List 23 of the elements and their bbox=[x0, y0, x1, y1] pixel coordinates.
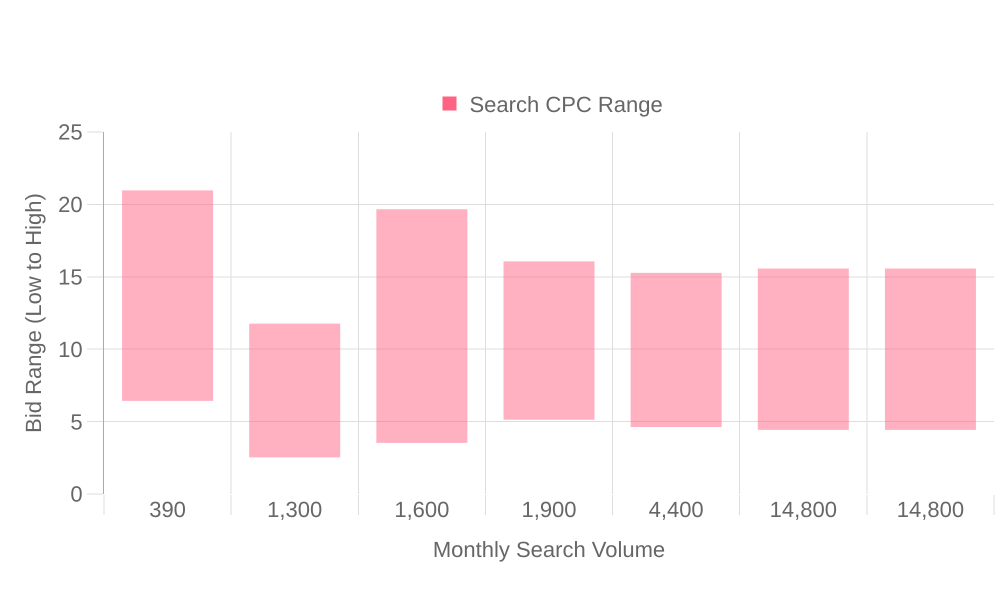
bar bbox=[758, 268, 849, 430]
bar bbox=[884, 268, 976, 430]
y-tick-label: 0 bbox=[70, 482, 83, 507]
x-tick-label: 390 bbox=[149, 497, 186, 522]
x-tick-label: 1,600 bbox=[394, 497, 450, 522]
bar bbox=[504, 261, 594, 420]
x-axis-title: Monthly Search Volume bbox=[432, 536, 666, 562]
legend-label: Search CPC Range bbox=[470, 92, 663, 118]
y-axis-title: Bid Range (Low to High) bbox=[20, 193, 46, 433]
bar bbox=[376, 209, 468, 443]
x-tick-label: 14,800 bbox=[896, 497, 964, 522]
y-tick-label: 10 bbox=[58, 336, 83, 362]
y-tick-label: 25 bbox=[58, 120, 83, 145]
x-tick-label: 4,400 bbox=[648, 497, 704, 522]
x-tick-label: 1,300 bbox=[267, 497, 322, 522]
y-tick-label: 5 bbox=[70, 409, 83, 434]
x-tick-label: 14,800 bbox=[770, 497, 837, 522]
y-tick-label: 15 bbox=[58, 264, 83, 290]
y-tick-label: 20 bbox=[58, 192, 83, 218]
x-tick-label: 1,900 bbox=[521, 497, 577, 522]
bar bbox=[249, 324, 340, 458]
bar bbox=[630, 272, 722, 427]
bar bbox=[122, 190, 214, 401]
